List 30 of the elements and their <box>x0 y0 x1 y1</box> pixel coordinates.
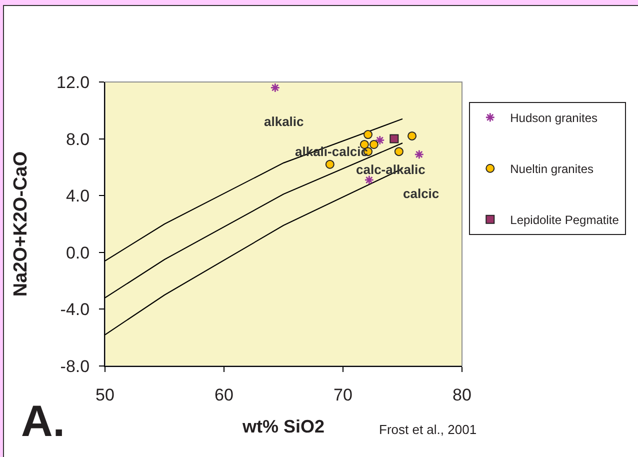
legend-label: Nueltin granites <box>510 162 594 176</box>
x-tick-label: 80 <box>452 385 472 404</box>
y-axis-title: Na2O+K2O-CaO <box>10 151 32 297</box>
annotation: calc-alkalic <box>356 162 426 177</box>
point <box>325 160 334 169</box>
y-tick-label: 4.0 <box>66 186 90 206</box>
point <box>390 134 399 144</box>
legend-label: Hudson granites <box>510 111 598 126</box>
x-tick-label: 60 <box>214 385 234 404</box>
y-tick-label: 8.0 <box>66 130 90 149</box>
point <box>364 175 374 185</box>
text: Frost et al., 2001 <box>379 422 477 437</box>
y-tick-label: 0.0 <box>66 243 90 262</box>
point <box>270 82 280 93</box>
point <box>394 147 404 156</box>
point <box>374 135 385 146</box>
point <box>414 150 424 160</box>
y-tick-label: 12.0 <box>56 72 90 92</box>
point <box>408 131 417 140</box>
annotation: calcic <box>403 186 440 201</box>
point <box>369 140 378 149</box>
text: A. <box>21 397 65 446</box>
annotation: alkalic <box>264 114 304 129</box>
legend-label: Lepidolite Pegmatite <box>510 213 620 228</box>
x-tick-label: 50 <box>96 385 114 404</box>
y-tick-label: -4.0 <box>60 300 90 320</box>
x-tick-label: 70 <box>334 385 352 404</box>
y-tick-label: -8.0 <box>60 356 90 376</box>
x-axis-title: wt% SiO2 <box>241 416 325 436</box>
point <box>363 130 372 140</box>
